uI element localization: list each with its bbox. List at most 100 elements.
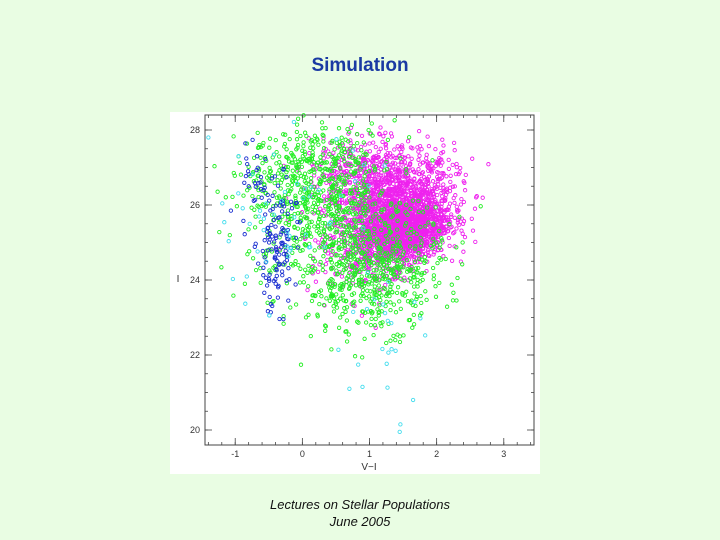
- data-point-series-1: [369, 316, 374, 322]
- data-point-series-0: [470, 228, 476, 233]
- data-point-series-0: [417, 187, 422, 192]
- data-point-series-3: [247, 221, 252, 227]
- x-axis-title: V−I: [361, 462, 376, 473]
- data-point-series-1: [368, 309, 374, 314]
- data-point-series-0: [430, 226, 435, 231]
- data-point-series-1: [395, 274, 401, 279]
- data-point-series-1: [335, 271, 341, 276]
- data-point-series-1: [355, 257, 360, 262]
- data-point-series-0: [420, 170, 426, 175]
- data-point-series-0: [415, 218, 420, 223]
- data-point-series-1: [319, 120, 325, 125]
- data-point-series-1: [368, 243, 373, 249]
- data-point-series-1: [267, 229, 272, 234]
- data-point-series-0: [439, 190, 444, 196]
- data-point-series-1: [325, 281, 331, 286]
- data-point-series-0: [379, 230, 384, 235]
- data-point-series-1: [303, 267, 308, 272]
- data-point-series-1: [374, 255, 379, 261]
- data-point-series-3: [351, 148, 356, 153]
- data-point-series-3: [389, 320, 394, 326]
- data-point-series-1: [334, 292, 339, 297]
- data-point-series-1: [329, 277, 334, 282]
- data-point-series-2: [280, 201, 286, 207]
- data-point-series-3: [226, 239, 231, 244]
- data-point-series-1: [322, 160, 327, 165]
- data-point-series-1: [310, 150, 315, 155]
- axis-ticks: -1 0 1 2 3 20 22 24 26 28: [190, 115, 534, 459]
- data-point-series-3: [380, 346, 385, 352]
- data-point-series-1: [366, 127, 371, 133]
- data-point-series-0: [425, 181, 431, 187]
- data-point-series-1: [377, 262, 382, 267]
- data-point-series-1: [298, 236, 303, 242]
- data-point-series-0: [366, 173, 371, 179]
- data-point-series-1: [316, 142, 321, 147]
- data-point-series-2: [293, 282, 298, 287]
- data-point-series-1: [333, 213, 339, 219]
- data-point-series-1: [337, 259, 342, 265]
- data-point-series-0: [307, 150, 312, 156]
- data-point-series-1: [231, 134, 236, 139]
- data-point-series-1: [352, 199, 357, 204]
- data-point-series-0: [310, 263, 316, 269]
- data-point-series-1: [398, 276, 403, 281]
- data-point-series-1: [351, 201, 356, 206]
- data-point-series-0: [431, 188, 436, 193]
- data-point-series-3: [356, 362, 361, 367]
- data-point-series-3: [386, 350, 391, 355]
- data-point-series-1: [392, 118, 397, 123]
- data-point-series-3: [264, 259, 269, 264]
- data-point-series-3: [236, 154, 241, 159]
- data-point-series-1: [306, 206, 311, 211]
- data-point-series-0: [391, 181, 396, 187]
- data-point-series-3: [206, 135, 211, 140]
- data-point-series-0: [391, 188, 396, 193]
- data-point-series-1: [355, 132, 360, 137]
- data-point-series-0: [367, 141, 372, 146]
- data-point-series-1: [261, 140, 266, 146]
- data-point-series-0: [410, 202, 415, 207]
- data-point-series-1: [282, 141, 288, 147]
- data-point-series-0: [306, 136, 311, 141]
- data-point-series-1: [378, 321, 383, 326]
- data-point-series-1: [393, 204, 399, 209]
- data-point-series-0: [321, 156, 326, 161]
- data-point-series-1: [282, 144, 287, 149]
- data-point-series-1: [344, 305, 350, 310]
- data-point-series-1: [322, 323, 328, 328]
- data-point-series-1: [351, 225, 356, 231]
- data-point-series-1: [343, 258, 349, 263]
- data-point-series-1: [376, 216, 382, 221]
- data-point-series-1: [339, 140, 345, 146]
- data-point-series-1: [285, 182, 290, 188]
- data-point-series-2: [273, 233, 278, 238]
- data-point-series-1: [334, 253, 340, 258]
- data-point-series-0: [378, 146, 383, 151]
- data-point-series-1: [328, 256, 333, 262]
- data-point-series-0: [409, 179, 414, 184]
- data-point-series-1: [293, 193, 298, 198]
- data-point-series-0: [401, 189, 407, 195]
- data-point-series-0: [459, 228, 464, 233]
- data-point-series-2: [273, 224, 278, 229]
- data-point-series-1: [360, 355, 365, 360]
- data-point-series-3: [261, 227, 266, 233]
- data-point-series-1: [374, 268, 379, 273]
- data-point-series-1: [340, 270, 345, 275]
- data-point-series-2: [266, 276, 272, 282]
- data-point-series-1: [232, 173, 237, 178]
- data-point-series-1: [357, 269, 362, 274]
- data-point-series-3: [243, 301, 248, 306]
- data-point-series-1: [353, 283, 359, 288]
- data-point-series-1: [327, 298, 332, 303]
- data-point-series-0: [431, 252, 436, 257]
- data-point-series-1: [385, 239, 390, 244]
- data-point-series-1: [392, 265, 397, 271]
- data-point-series-1: [433, 284, 438, 289]
- data-point-series-1: [315, 314, 320, 319]
- data-point-series-0: [348, 161, 353, 166]
- data-point-series-1: [397, 200, 402, 206]
- data-point-series-3: [271, 212, 277, 217]
- data-point-series-1: [423, 259, 428, 264]
